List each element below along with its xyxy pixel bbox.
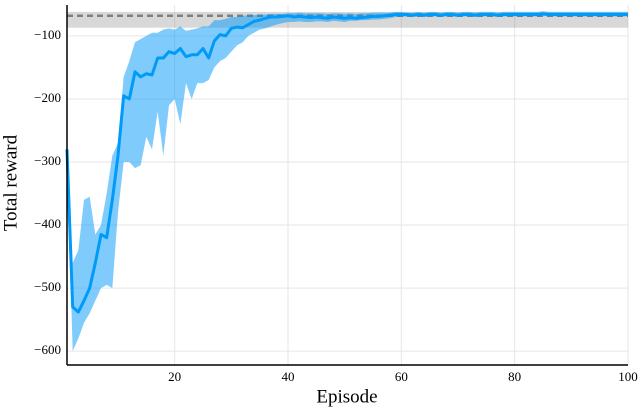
y-tick-label: −400: [34, 216, 61, 231]
x-tick-label: 60: [395, 369, 408, 384]
y-tick-label: −100: [34, 27, 61, 42]
y-tick-label: −300: [34, 153, 61, 168]
x-tick-label: 80: [508, 369, 521, 384]
x-tick-label: 40: [282, 369, 295, 384]
y-tick-label: −500: [34, 279, 61, 294]
x-axis-label: Episode: [316, 386, 377, 407]
y-tick-label: −600: [34, 342, 61, 357]
confidence-band: [67, 11, 628, 352]
mean-line: [65, 12, 628, 314]
y-tick-label: −200: [34, 90, 61, 105]
y-axis-label: Total reward: [0, 134, 21, 231]
x-tick-label: 20: [168, 369, 181, 384]
x-tick-label: 100: [618, 369, 638, 384]
